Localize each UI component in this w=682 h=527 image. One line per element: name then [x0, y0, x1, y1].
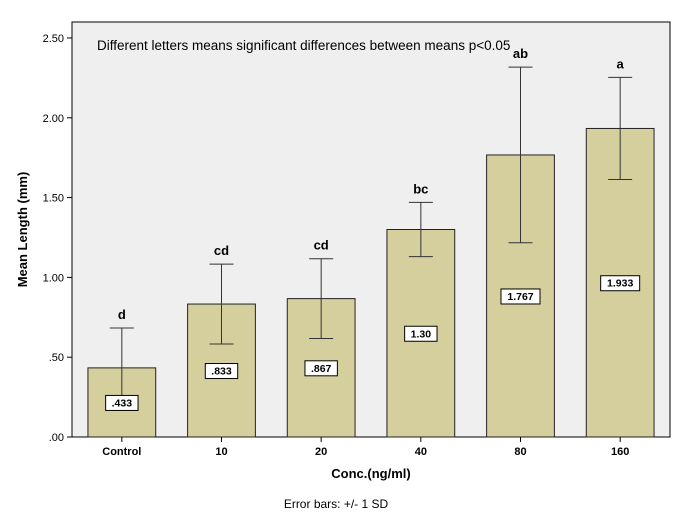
- y-tick-label: .50: [49, 352, 64, 364]
- data-label-box: [304, 360, 338, 377]
- y-tick-label: 2.00: [43, 113, 64, 125]
- data-label: 1.767: [507, 291, 533, 303]
- significance-letter: cd: [314, 238, 329, 253]
- data-label: 1.30: [411, 328, 432, 340]
- error-bar: [309, 258, 334, 340]
- x-tick-label: Control: [102, 446, 141, 458]
- y-tick-label: 1.50: [43, 193, 64, 205]
- data-label: .433: [112, 397, 133, 409]
- error-bar: [408, 201, 433, 258]
- error-bars-footnote: Error bars: +/- 1 SD: [284, 497, 389, 511]
- data-label: .833: [211, 366, 232, 378]
- x-tick-label: 160: [611, 446, 629, 458]
- error-bar: [209, 263, 234, 345]
- y-axis-title: Mean Length (mm): [15, 172, 30, 288]
- x-axis-title: Conc.(ng/ml): [331, 466, 410, 481]
- significance-letter: d: [118, 307, 126, 322]
- significance-letter: bc: [413, 181, 428, 196]
- data-label-box: [105, 394, 139, 411]
- y-tick-label: 1.00: [43, 272, 64, 284]
- data-label: 1.933: [607, 278, 633, 290]
- x-tick-label: 40: [415, 446, 427, 458]
- data-label-box: [500, 288, 541, 305]
- significance-letter: a: [617, 56, 625, 71]
- bars-layer: d .433 cd .833 cd .867 bc 1.30 ab 1.767 a 1.933: [87, 46, 655, 438]
- plot-area: [71, 21, 671, 438]
- data-label-box: [600, 275, 641, 292]
- data-label-box: [204, 363, 239, 380]
- y-tick-label: 2.50: [43, 33, 64, 45]
- data-label: .867: [311, 363, 332, 375]
- data-label-box: [404, 325, 438, 342]
- error-bar: [508, 66, 533, 244]
- x-tick-label: 10: [215, 446, 227, 458]
- significance-note: Different letters means significant diff…: [97, 38, 510, 53]
- x-tick-label: 20: [315, 446, 327, 458]
- x-tick-label: 80: [514, 446, 526, 458]
- significance-letter: cd: [214, 243, 229, 258]
- y-tick-label: .00: [49, 432, 64, 444]
- axes-layer: Control 10 20 40 80 160 .00 .50 1.00 1.50 2.00 2.50: [43, 33, 630, 458]
- significance-letter: ab: [513, 46, 528, 61]
- error-bar: [608, 76, 633, 181]
